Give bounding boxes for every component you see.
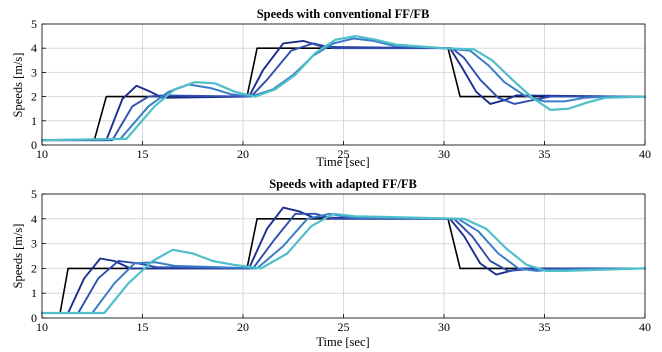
series-line-4: [40, 35, 647, 142]
series-line-1: [41, 39, 646, 142]
series-line-2: [41, 212, 646, 314]
chart-title: Speeds with conventional FF/FB: [257, 7, 430, 21]
x-tick-label: 15: [137, 147, 149, 161]
y-tick-label: 3: [31, 65, 37, 79]
series-line-0: [41, 218, 646, 314]
y-tick-label: 2: [31, 90, 37, 104]
y-tick-label: 0: [31, 138, 37, 152]
chart-title: Speeds with adapted FF/FB: [269, 177, 417, 191]
x-tick-label: 40: [639, 147, 651, 161]
y-tick-label: 5: [31, 187, 37, 201]
y-axis-label: Speeds [m/s]: [11, 224, 25, 289]
plot-area: [40, 23, 647, 146]
x-axis-label: Time [sec]: [316, 335, 369, 349]
x-tick-label: 35: [539, 147, 551, 161]
y-tick-label: 1: [31, 286, 37, 300]
chart-top: Speeds with conventional FF/FB Speeds [m…: [11, 7, 651, 169]
x-tick-label: 40: [639, 320, 651, 334]
x-tick-label: 20: [237, 320, 249, 334]
x-tick-label: 35: [539, 320, 551, 334]
y-tick-label: 0: [31, 311, 37, 325]
series-line-1: [41, 206, 646, 314]
series-line-0: [41, 47, 646, 141]
series-line-3: [41, 212, 646, 314]
y-tick-label: 2: [31, 261, 37, 275]
x-tick-label: 30: [438, 147, 450, 161]
y-tick-label: 5: [31, 17, 37, 31]
x-tick-label: 10: [36, 320, 48, 334]
series-line-4: [40, 212, 647, 315]
y-tick-label: 4: [31, 212, 37, 226]
x-tick-label: 10: [36, 147, 48, 161]
x-tick-label: 25: [338, 147, 350, 161]
series-line-2: [41, 42, 646, 142]
x-tick-label: 15: [137, 320, 149, 334]
y-tick-label: 3: [31, 237, 37, 251]
y-axis-label: Speeds [m/s]: [11, 53, 25, 118]
plot-area: [40, 193, 647, 319]
x-axis-label: Time [sec]: [316, 155, 369, 169]
x-tick-label: 20: [237, 147, 249, 161]
x-tick-label: 25: [338, 320, 350, 334]
x-tick-label: 30: [438, 320, 450, 334]
y-tick-label: 1: [31, 114, 37, 128]
chart-bottom: Speeds with adapted FF/FB Speeds [m/s] T…: [11, 177, 651, 349]
y-tick-label: 4: [31, 41, 37, 55]
